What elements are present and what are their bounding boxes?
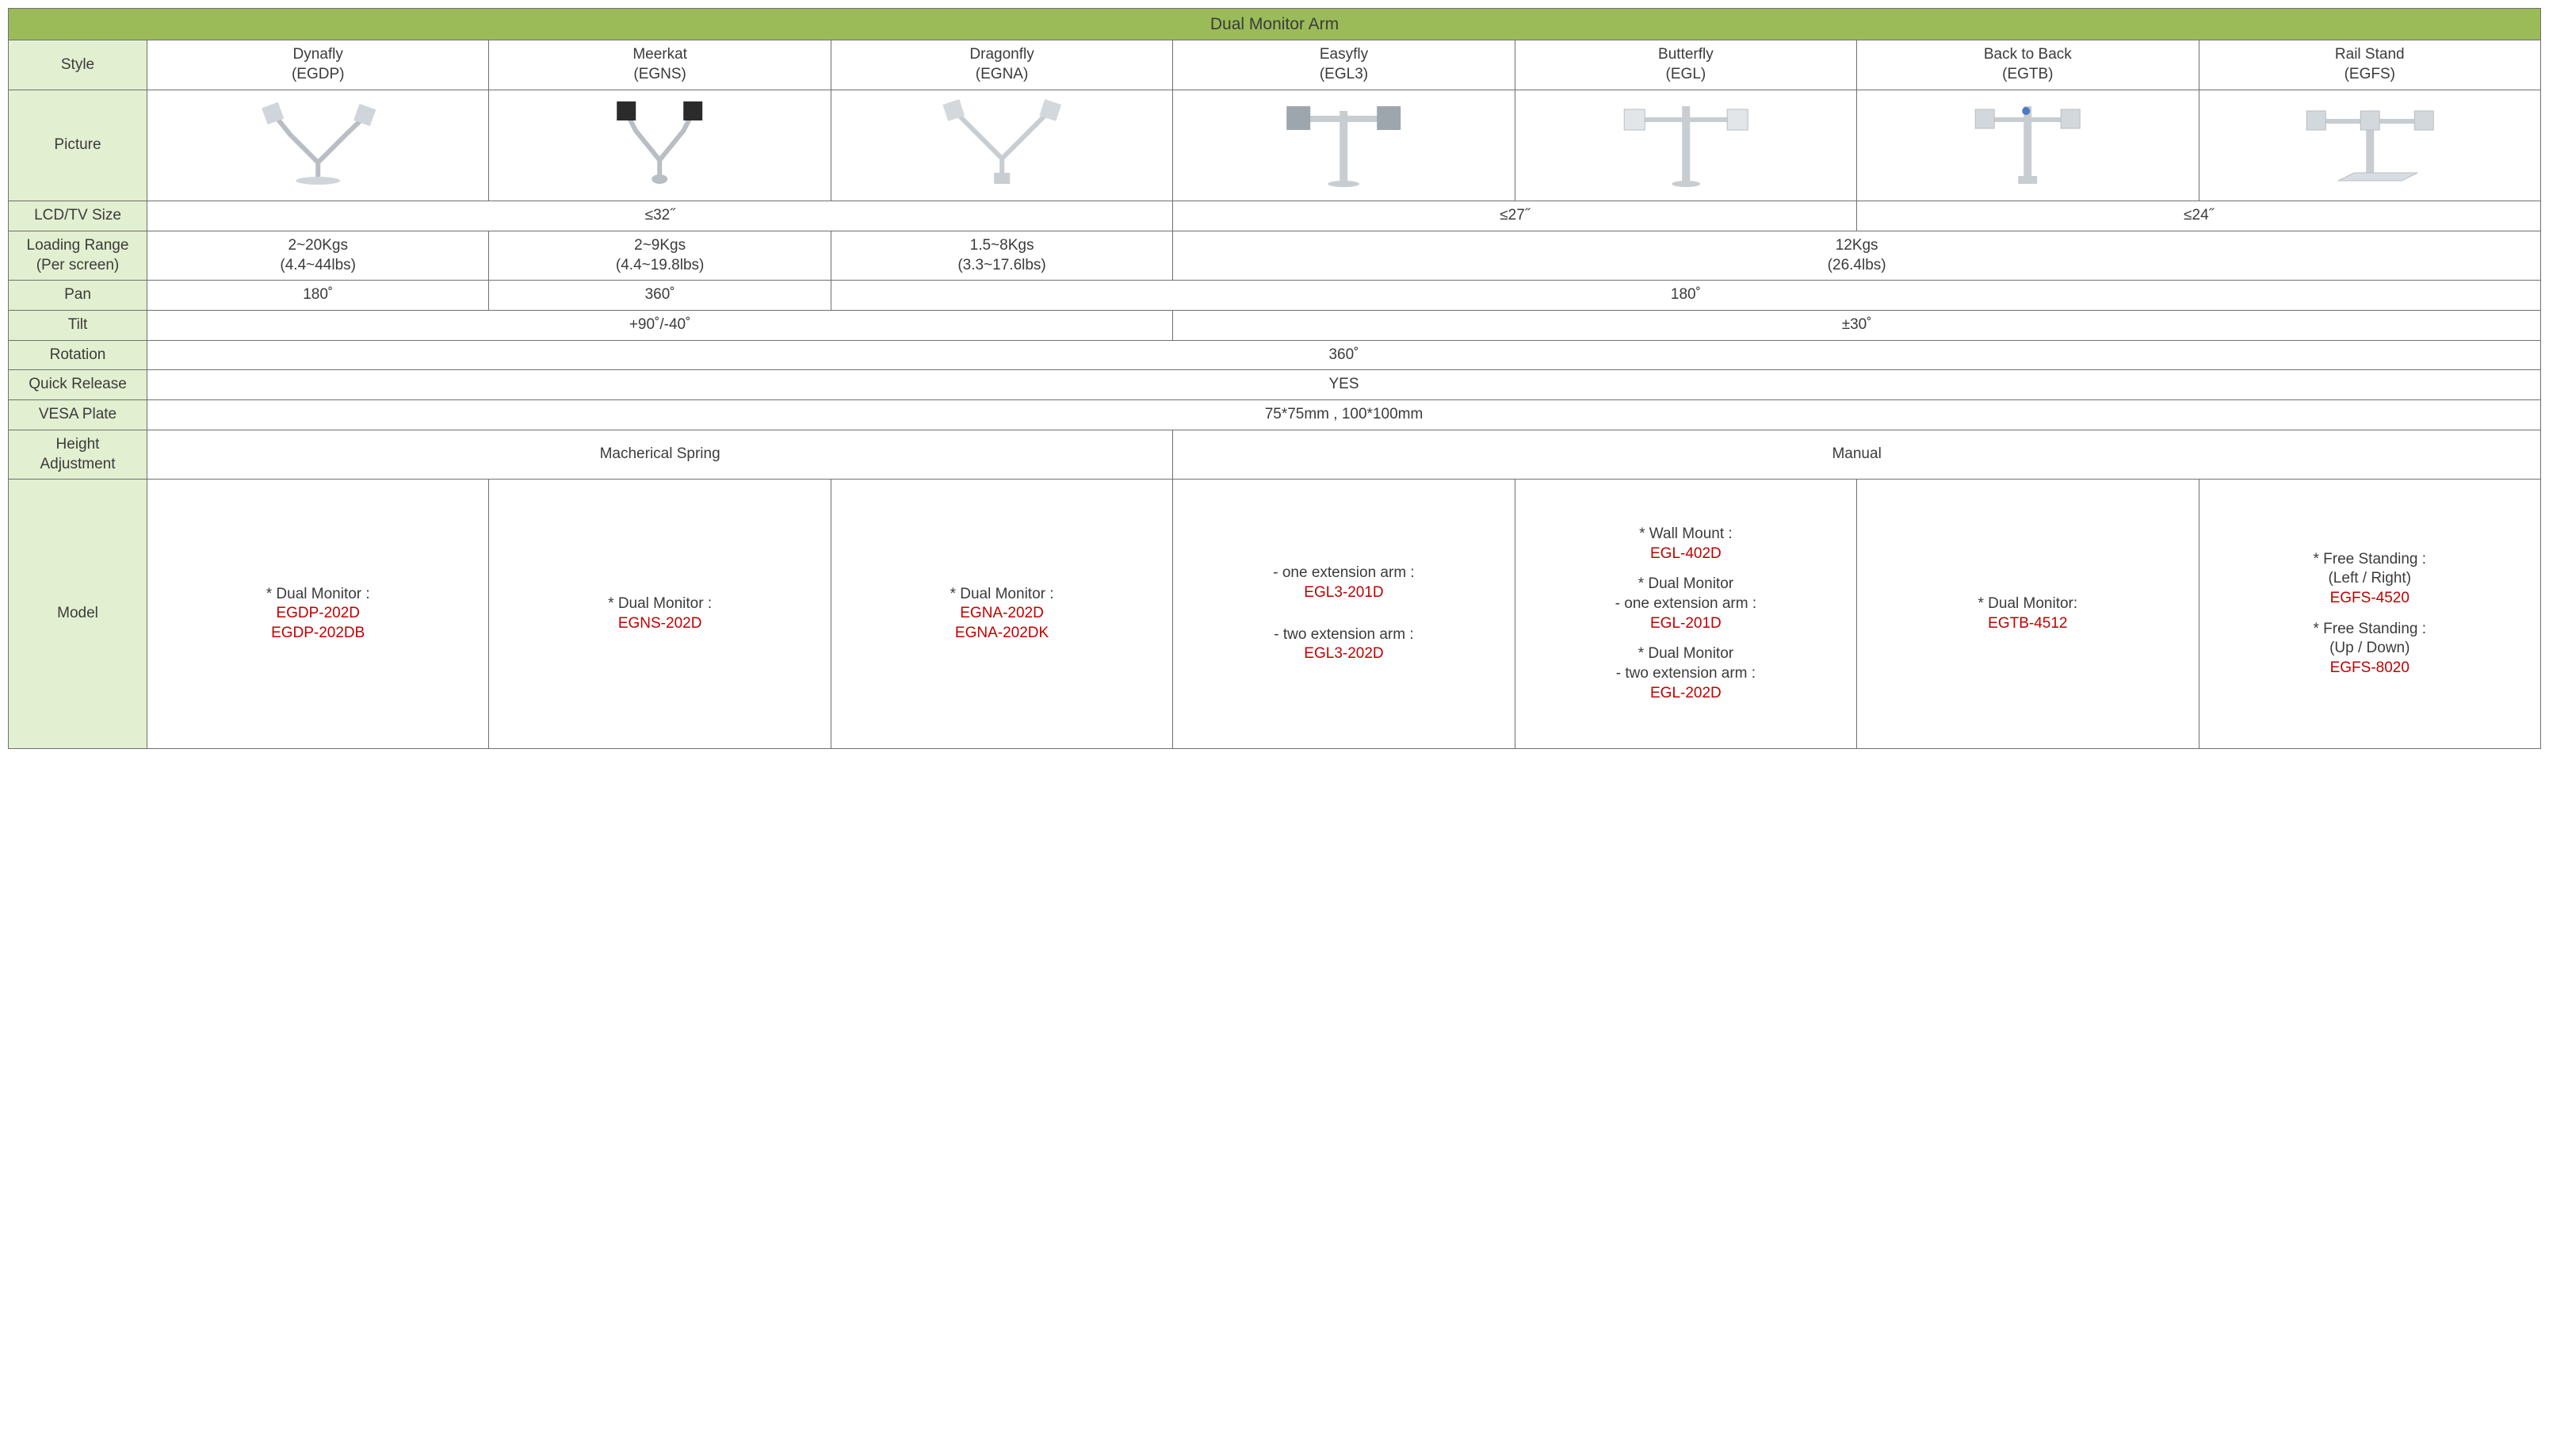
model-c1: * Dual Monitor : EGDP-202D EGDP-202DB (147, 480, 489, 749)
model-c3: * Dual Monitor : EGNA-202D EGNA-202DK (831, 480, 1172, 749)
spec-table: Dual Monitor Arm Style Dynafly(EGDP) Mee… (8, 8, 2541, 749)
mount-stand-icon (2203, 95, 2537, 190)
vesa-row: VESA Plate 75*75mm , 100*100mm (9, 400, 2541, 430)
height-adj-row: HeightAdjustment Macherical Spring Manua… (9, 430, 2541, 479)
picture-row: Picture (9, 90, 2541, 201)
mount-pole-icon (1176, 95, 1511, 190)
rotation-row: Rotation 360˚ (9, 340, 2541, 370)
lcd-size-g3: ≤24˝ (1857, 201, 2541, 231)
loading-range-row: Loading Range(Per screen) 2~20Kgs(4.4~44… (9, 231, 2541, 281)
model-c7: * Free Standing : (Left / Right) EGFS-45… (2199, 480, 2540, 749)
mount-pole-icon (1860, 95, 2195, 190)
lcd-size-g2: ≤27˝ (1173, 201, 1857, 231)
mount-arm-icon (151, 95, 485, 190)
pan-row: Pan 180˚ 360˚ 180˚ (9, 281, 2541, 311)
mount-arm-icon (492, 95, 827, 190)
label-height-adj: HeightAdjustment (9, 430, 147, 479)
label-rotation: Rotation (9, 340, 147, 370)
loading-rest: 12Kgs(26.4lbs) (1173, 231, 2541, 281)
style-cell: Easyfly(EGL3) (1173, 40, 1515, 90)
title-row: Dual Monitor Arm (9, 9, 2541, 40)
style-cell: Rail Stand(EGFS) (2199, 40, 2540, 90)
style-row: Style Dynafly(EGDP) Meerkat(EGNS) Dragon… (9, 40, 2541, 90)
label-model: Model (9, 480, 147, 749)
model-row: Model * Dual Monitor : EGDP-202D EGDP-20… (9, 480, 2541, 749)
label-picture: Picture (9, 90, 147, 201)
picture-easyfly (1173, 90, 1515, 201)
tilt-row: Tilt +90˚/-40˚ ±30˚ (9, 311, 2541, 341)
label-vesa: VESA Plate (9, 400, 147, 430)
tilt-g2: ±30˚ (1173, 311, 2541, 341)
picture-butterfly (1515, 90, 1856, 201)
lcd-size-g1: ≤32˝ (147, 201, 1173, 231)
style-cell: Butterfly(EGL) (1515, 40, 1856, 90)
label-loading-range: Loading Range(Per screen) (9, 231, 147, 281)
label-lcd-size: LCD/TV Size (9, 201, 147, 231)
loading-c3: 1.5~8Kgs(3.3~17.6lbs) (831, 231, 1172, 281)
mount-pole-icon (1519, 95, 1853, 190)
model-c4: - one extension arm : EGL3-201D - two ex… (1173, 480, 1515, 749)
loading-c2: 2~9Kgs(4.4~19.8lbs) (489, 231, 831, 281)
picture-dynafly (147, 90, 489, 201)
picture-backtoback (1857, 90, 2199, 201)
rotation-val: 360˚ (147, 340, 2541, 370)
pan-rest: 180˚ (831, 281, 2540, 311)
label-quick-release: Quick Release (9, 370, 147, 400)
picture-meerkat (489, 90, 831, 201)
mount-arm-icon (835, 95, 1169, 190)
height-adj-g2: Manual (1173, 430, 2541, 479)
style-cell: Back to Back(EGTB) (1857, 40, 2199, 90)
quick-release-val: YES (147, 370, 2541, 400)
pan-c1: 180˚ (147, 281, 489, 311)
style-cell: Meerkat(EGNS) (489, 40, 831, 90)
model-c2: * Dual Monitor : EGNS-202D (489, 480, 831, 749)
picture-dragonfly (831, 90, 1172, 201)
lcd-size-row: LCD/TV Size ≤32˝ ≤27˝ ≤24˝ (9, 201, 2541, 231)
style-cell: Dynafly(EGDP) (147, 40, 489, 90)
loading-c1: 2~20Kgs(4.4~44lbs) (147, 231, 489, 281)
model-c6: * Dual Monitor: EGTB-4512 (1857, 480, 2199, 749)
pan-c2: 360˚ (489, 281, 831, 311)
picture-railstand (2199, 90, 2540, 201)
table-title: Dual Monitor Arm (9, 9, 2541, 40)
vesa-val: 75*75mm , 100*100mm (147, 400, 2541, 430)
label-tilt: Tilt (9, 311, 147, 341)
tilt-g1: +90˚/-40˚ (147, 311, 1173, 341)
style-cell: Dragonfly(EGNA) (831, 40, 1172, 90)
model-c5: * Wall Mount : EGL-402D * Dual Monitor -… (1515, 480, 1856, 749)
height-adj-g1: Macherical Spring (147, 430, 1173, 479)
label-style: Style (9, 40, 147, 90)
quick-release-row: Quick Release YES (9, 370, 2541, 400)
label-pan: Pan (9, 281, 147, 311)
